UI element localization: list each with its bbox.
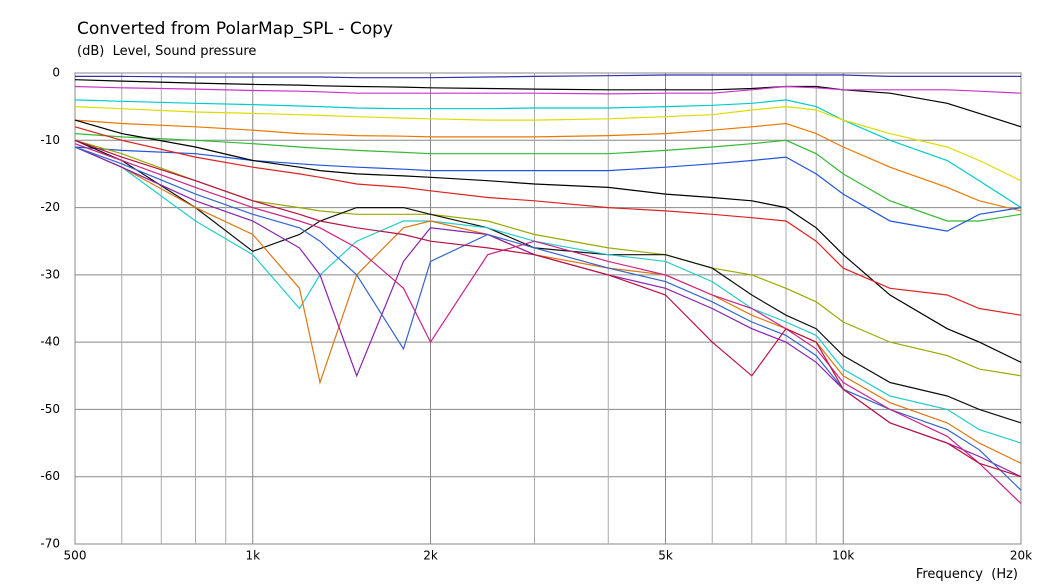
series-line: [74, 119, 1022, 212]
y-tick-label: -30: [40, 267, 60, 281]
y-tick-label: -70: [40, 537, 60, 551]
series-line: [74, 119, 1022, 363]
y-tick-label: -10: [40, 133, 60, 147]
series-line: [74, 105, 1022, 182]
y-tick-label: -40: [40, 335, 60, 349]
y-tick-label: -50: [40, 402, 60, 416]
x-tick-label: 5k: [658, 549, 673, 563]
chart-subtitle: (dB) Level, Sound pressure: [77, 44, 256, 59]
series-line: [74, 146, 1022, 464]
series-line: [74, 133, 1022, 222]
series-line: [74, 146, 1022, 444]
series-line: [74, 99, 1022, 209]
x-tick-label: 10k: [832, 549, 854, 563]
series-line: [74, 79, 1022, 128]
series-line: [74, 139, 1022, 377]
series-line: [74, 85, 1022, 95]
x-tick-label: 1k: [245, 549, 260, 563]
series-line: [74, 146, 1022, 491]
series-line: [74, 139, 1022, 478]
plot-area: [74, 72, 1022, 545]
series-line: [75, 74, 1021, 79]
y-tick-label: 0: [52, 66, 60, 80]
x-tick-label: 2k: [423, 549, 438, 563]
x-axis-label: Frequency (Hz): [916, 567, 1018, 582]
x-tick-label: 500: [64, 549, 87, 563]
series-line: [74, 146, 1022, 232]
series-line: [74, 143, 1022, 505]
y-tick-label: -20: [40, 200, 60, 214]
x-tick-label: 20k: [1010, 549, 1032, 563]
series-line: [74, 126, 1022, 316]
chart-title: Converted from PolarMap_SPL - Copy: [77, 19, 393, 39]
y-tick-label: -60: [40, 469, 60, 483]
